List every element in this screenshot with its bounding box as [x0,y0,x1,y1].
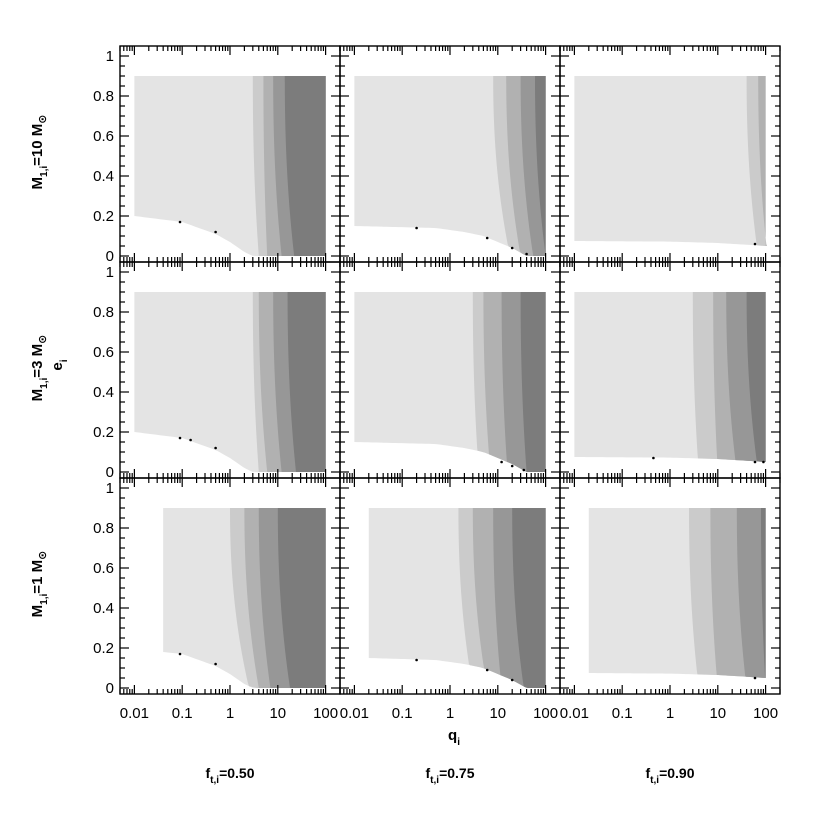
x-tick-label: 0.1 [392,705,413,722]
data-point [214,230,217,234]
panel-r0-c1 [339,45,561,263]
y-tick-label: 0.8 [93,520,114,537]
x-tick-label: 0.1 [172,705,193,722]
region-band-2 [758,76,768,246]
y-tick-label: 0.6 [93,344,114,361]
region-band-4 [520,292,546,472]
data-point [214,662,217,666]
panel-r2-c0: 0 0.2 0.4 0.6 0.8 1 0.01 0.1 1 10 100 [93,477,341,722]
x-axis-label: qi [448,727,460,748]
y-tick-label: 0.4 [93,168,114,185]
y-tick-label: 0 [106,464,114,481]
y-tick-label: 0.6 [93,560,114,577]
x-tick-label: 1 [446,705,454,722]
y-tick-label: 0 [106,680,114,697]
data-point [510,246,514,250]
data-point [652,456,655,460]
data-point [214,446,217,450]
panel-r1-c0: 0 0.2 0.4 0.6 0.8 1 [93,261,341,481]
panel-r0-c2 [559,45,781,263]
column-label: ft,i=0.75 [426,765,475,786]
y-tick-label: 0.6 [93,128,114,145]
row-label: M1,i=3 M⊙ [29,335,50,402]
data-point [753,460,757,464]
data-point [415,658,418,662]
x-tick-label: 100 [313,705,338,722]
x-tick-label: 100 [753,705,778,722]
x-tick-label: 100 [533,705,558,722]
x-tick-label: 0.1 [612,705,633,722]
panel-r2-c2: 0.01 0.1 1 10 100 [559,477,781,722]
data-point [762,460,765,464]
data-point [178,220,182,224]
data-point [510,678,514,682]
region-band-5 [318,292,326,472]
y-tick-label: 0.8 [93,88,114,105]
region-band-5 [300,508,326,688]
y-tick-label: 0.2 [93,208,114,225]
data-point [510,464,514,468]
y-tick-label: 0.4 [93,600,114,617]
panel-r2-c1: 0.01 0.1 1 10 100 [339,477,561,722]
x-tick-label: 0.01 [560,705,589,722]
data-point [485,668,489,672]
y-tick-label: 0.2 [93,640,114,657]
x-tick-label: 1 [226,705,234,722]
x-tick-label: 10 [489,705,506,722]
data-point [178,436,182,440]
region-band-4 [535,76,546,256]
data-point [500,460,503,464]
row-label: M1,i=10 M⊙ [29,115,50,190]
region-base [574,76,766,246]
x-tick-label: 0.01 [340,705,369,722]
data-point [415,226,418,230]
y-tick-label: 0.8 [93,304,114,321]
region-band-4 [287,292,326,472]
y-tick-label: 0.4 [93,384,114,401]
data-point [753,676,757,680]
region-band-3 [736,508,766,678]
column-label: ft,i=0.50 [206,765,255,786]
y-tick-label: 1 [106,48,114,65]
region-band-4 [512,508,546,688]
panel-r1-c2 [559,261,781,479]
y-tick-label: 1 [106,264,114,281]
panel-r1-c1 [339,261,561,479]
x-tick-label: 10 [709,705,726,722]
region-band-4 [746,292,766,462]
x-tick-label: 0.01 [120,705,149,722]
data-point [522,468,526,472]
data-point [189,438,192,442]
y-tick-label: 0 [106,248,114,265]
region-band-5 [300,76,326,256]
data-point [178,652,182,656]
x-tick-label: 1 [666,705,674,722]
panel-r0-c0: 0 0.2 0.4 0.6 0.8 1 [93,45,341,265]
data-point [525,252,528,256]
column-label: ft,i=0.90 [646,765,695,786]
y-axis-label: ei [49,359,70,370]
region-band-4 [760,508,766,678]
data-point [753,242,757,246]
x-tick-label: 10 [269,705,286,722]
data-point [485,236,489,240]
y-tick-label: 0.2 [93,424,114,441]
row-label: M1,i=1 M⊙ [29,551,50,618]
y-tick-label: 1 [106,480,114,497]
